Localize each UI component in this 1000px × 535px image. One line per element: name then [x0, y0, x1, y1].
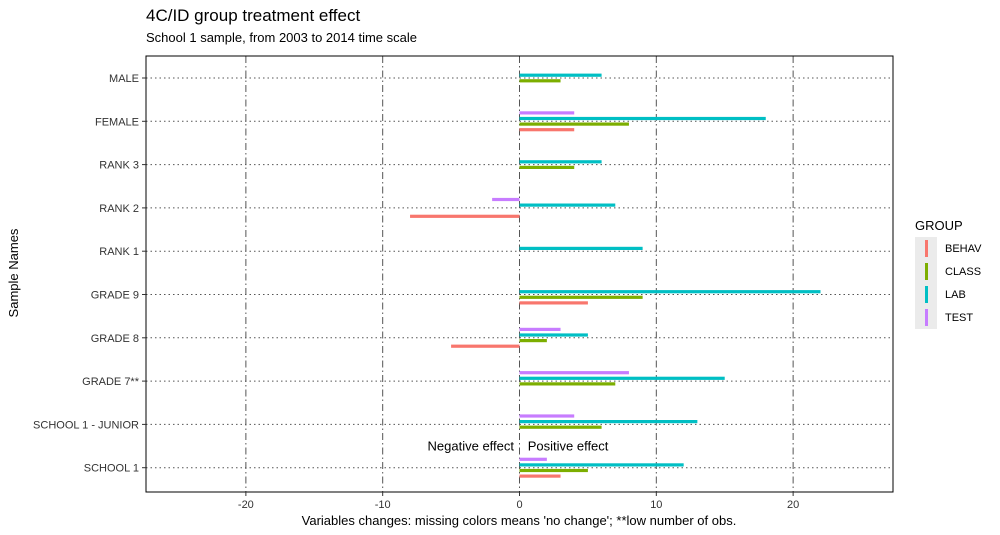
x-axis: -20 -10 0 10 20 — [238, 492, 799, 511]
legend-label: TEST — [945, 312, 973, 324]
chart-subtitle: School 1 sample, from 2003 to 2014 time … — [146, 30, 417, 45]
x-tick-label: 10 — [650, 499, 662, 511]
bar — [519, 203, 616, 207]
y-tick-label: RANK 3 — [99, 160, 139, 172]
legend-key — [925, 309, 928, 326]
bar — [519, 128, 575, 132]
x-tick-label: 20 — [787, 499, 799, 511]
y-tick-label: RANK 1 — [99, 246, 139, 258]
legend-label: LAB — [945, 289, 966, 301]
bar — [519, 339, 547, 343]
bar — [410, 214, 520, 218]
bar — [519, 301, 588, 305]
x-tick-label: 0 — [516, 499, 522, 511]
x-axis-title: Variables changes: missing colors means … — [302, 513, 737, 528]
x-tick-label: -20 — [238, 499, 254, 511]
legend-key-background — [915, 237, 937, 329]
bar — [519, 111, 575, 115]
bar — [519, 333, 588, 337]
bar — [519, 474, 561, 478]
gridlines — [146, 56, 893, 492]
x-tick-label: -10 — [375, 499, 391, 511]
bar — [519, 468, 588, 473]
chart-title: 4C/ID group treatment effect — [146, 6, 360, 25]
bar — [519, 116, 766, 121]
bar — [519, 165, 575, 169]
y-tick-label: GRADE 8 — [91, 333, 139, 345]
bar — [519, 73, 602, 77]
bar — [519, 79, 561, 83]
y-tick-label: SCHOOL 1 — [84, 463, 139, 475]
bar — [519, 376, 725, 380]
legend-key — [925, 240, 928, 257]
bar — [519, 246, 643, 250]
y-tick-label: MALE — [109, 73, 139, 85]
bar — [519, 371, 629, 375]
bar — [519, 457, 547, 461]
bar — [519, 414, 575, 418]
annotation-label: Positive effect — [528, 439, 609, 454]
bar — [519, 160, 602, 164]
bar — [519, 382, 616, 386]
legend-label: CLASS — [945, 266, 981, 278]
plot-area: Negative effect Positive effect — [145, 55, 894, 493]
legend-label: BEHAV — [945, 243, 982, 255]
bar — [519, 327, 561, 331]
bar — [492, 197, 520, 202]
bar — [519, 425, 602, 429]
legend-key — [925, 286, 928, 303]
y-axis: MALE FEMALE RANK 3 RANK 2 RANK 1 GRADE 9 GRADE… — [33, 73, 146, 475]
bar — [519, 290, 821, 294]
bar — [519, 295, 643, 299]
y-tick-label: FEMALE — [95, 116, 139, 128]
legend: GROUP BEHAV CLASS LAB TEST — [915, 218, 982, 329]
bars — [410, 73, 821, 478]
y-tick-label: GRADE 7** — [82, 376, 140, 388]
legend-key — [925, 263, 928, 280]
bar — [519, 463, 684, 467]
bar — [519, 420, 698, 424]
y-tick-label: RANK 2 — [99, 203, 139, 215]
annotation-label: Negative effect — [428, 439, 515, 454]
bar — [519, 122, 629, 126]
y-tick-label: GRADE 9 — [91, 290, 139, 302]
annotations: Negative effect Positive effect — [428, 439, 609, 454]
y-tick-label: SCHOOL 1 - JUNIOR — [33, 419, 139, 431]
legend-title: GROUP — [915, 218, 963, 233]
bar — [451, 344, 520, 348]
y-axis-title: Sample Names — [6, 228, 21, 317]
